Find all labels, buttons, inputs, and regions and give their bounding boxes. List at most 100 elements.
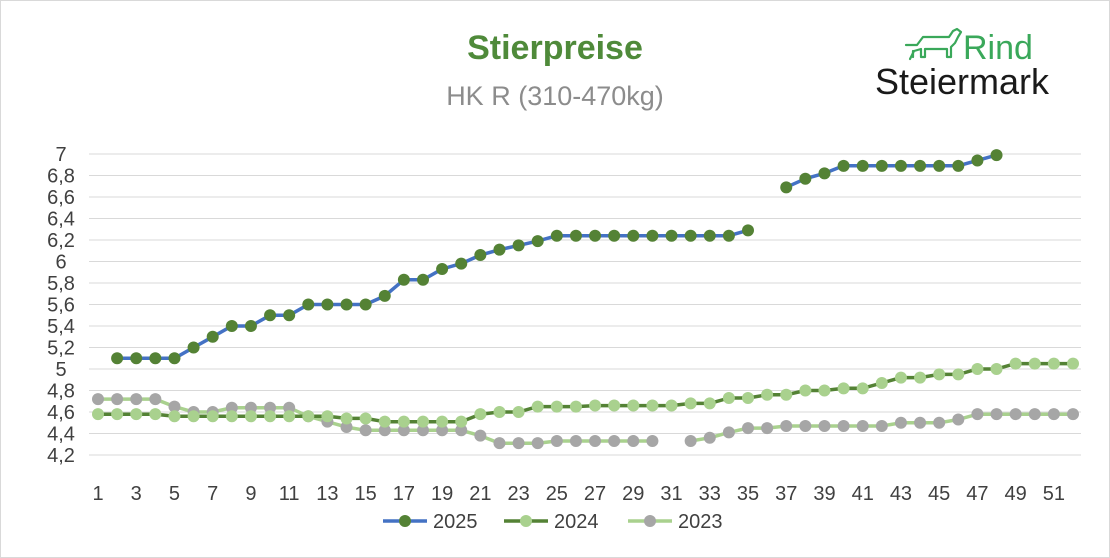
- legend-label: 2023: [678, 511, 723, 533]
- data-point: [914, 159, 927, 172]
- x-tick-label: 43: [890, 483, 912, 505]
- logo-text-steiermark: Steiermark: [875, 61, 1050, 102]
- data-point: [1009, 357, 1022, 370]
- data-point: [531, 235, 544, 248]
- y-tick-label: 4,2: [47, 445, 75, 467]
- x-tick-label: 47: [966, 483, 988, 505]
- data-point: [894, 159, 907, 172]
- data-point: [550, 435, 563, 448]
- data-point: [971, 154, 984, 167]
- data-point: [1067, 357, 1079, 370]
- y-axis-ticks: 76,86,66,46,265,85,65,45,254,84,64,44,2: [47, 144, 75, 467]
- chart-subtitle: HK R (310-470kg): [446, 81, 664, 111]
- y-tick-label: 5,2: [47, 338, 75, 360]
- data-point: [283, 309, 296, 322]
- x-tick-label: 11: [279, 483, 300, 505]
- data-point: [531, 400, 544, 413]
- data-point: [569, 400, 582, 413]
- data-point: [187, 410, 200, 423]
- x-tick-label: 21: [469, 483, 491, 505]
- data-point: [321, 298, 334, 311]
- data-point: [589, 229, 602, 242]
- data-point: [780, 419, 793, 432]
- data-point: [149, 352, 162, 365]
- x-tick-label: 7: [207, 483, 218, 505]
- y-tick-label: 4,6: [47, 402, 75, 424]
- data-point: [569, 229, 582, 242]
- x-tick-label: 31: [660, 483, 682, 505]
- data-point: [684, 229, 697, 242]
- data-point: [436, 263, 449, 276]
- data-point: [1028, 357, 1041, 370]
- data-point: [703, 431, 716, 444]
- data-point: [550, 229, 563, 242]
- data-point: [1028, 408, 1041, 421]
- data-point: [417, 273, 429, 286]
- data-point: [436, 415, 449, 428]
- data-point: [627, 435, 640, 448]
- data-point: [455, 415, 468, 428]
- data-point: [722, 426, 735, 439]
- data-point: [608, 399, 621, 412]
- data-point: [168, 410, 181, 423]
- data-point: [818, 419, 831, 432]
- data-point: [627, 229, 640, 242]
- data-point: [168, 352, 181, 365]
- x-tick-label: 37: [775, 483, 797, 505]
- data-point: [684, 397, 697, 410]
- legend-item-2025: 2025: [383, 511, 478, 533]
- data-point: [914, 371, 927, 384]
- data-point: [646, 399, 659, 412]
- data-point: [1047, 408, 1060, 421]
- data-point: [378, 415, 391, 428]
- logo-text-rind: Rind: [963, 29, 1033, 67]
- data-point: [742, 422, 754, 435]
- data-point: [340, 412, 353, 425]
- data-point: [206, 410, 219, 423]
- x-axis-ticks: 1 3 5 7 9 11 13 15 17 19 21 23 25 27 29 31 33 35 37 39 41 43 4…: [92, 483, 1065, 505]
- data-point: [283, 401, 296, 414]
- data-point: [149, 393, 162, 406]
- series-2024: [92, 357, 1079, 428]
- data-point: [206, 330, 219, 343]
- data-point: [761, 422, 774, 435]
- y-tick-label: 5,8: [47, 273, 75, 295]
- data-point: [894, 416, 907, 429]
- data-point: [589, 435, 602, 448]
- data-point: [244, 401, 257, 414]
- data-point: [799, 172, 812, 185]
- data-point: [875, 376, 888, 389]
- data-point: [990, 363, 1003, 375]
- data-point: [474, 408, 487, 421]
- data-point: [722, 392, 735, 405]
- data-point: [130, 352, 143, 365]
- data-point: [378, 289, 391, 302]
- y-tick-label: 4,8: [47, 381, 75, 403]
- data-point: [665, 229, 678, 242]
- data-point: [856, 159, 869, 172]
- data-point: [417, 415, 429, 428]
- x-tick-label: 9: [245, 483, 256, 505]
- data-point: [283, 410, 296, 423]
- data-point: [531, 437, 544, 450]
- data-point: [149, 408, 162, 421]
- data-point: [512, 437, 525, 450]
- data-point: [952, 368, 965, 381]
- y-tick-label: 6: [55, 252, 66, 274]
- y-tick-label: 7: [55, 144, 66, 166]
- data-point: [493, 243, 506, 256]
- series-line: [98, 361, 1073, 424]
- data-point: [340, 298, 353, 311]
- logo: Rind Steiermark: [875, 27, 1050, 102]
- x-tick-label: 39: [813, 483, 835, 505]
- data-point: [92, 393, 104, 406]
- data-point: [608, 435, 621, 448]
- x-tick-label: 29: [622, 483, 644, 505]
- x-tick-label: 13: [316, 483, 338, 505]
- data-point: [474, 249, 487, 262]
- data-point: [952, 413, 965, 426]
- data-point: [780, 181, 793, 194]
- legend: 2025 2024 2023: [383, 511, 723, 533]
- x-tick-label: 5: [169, 483, 180, 505]
- data-point: [952, 159, 965, 172]
